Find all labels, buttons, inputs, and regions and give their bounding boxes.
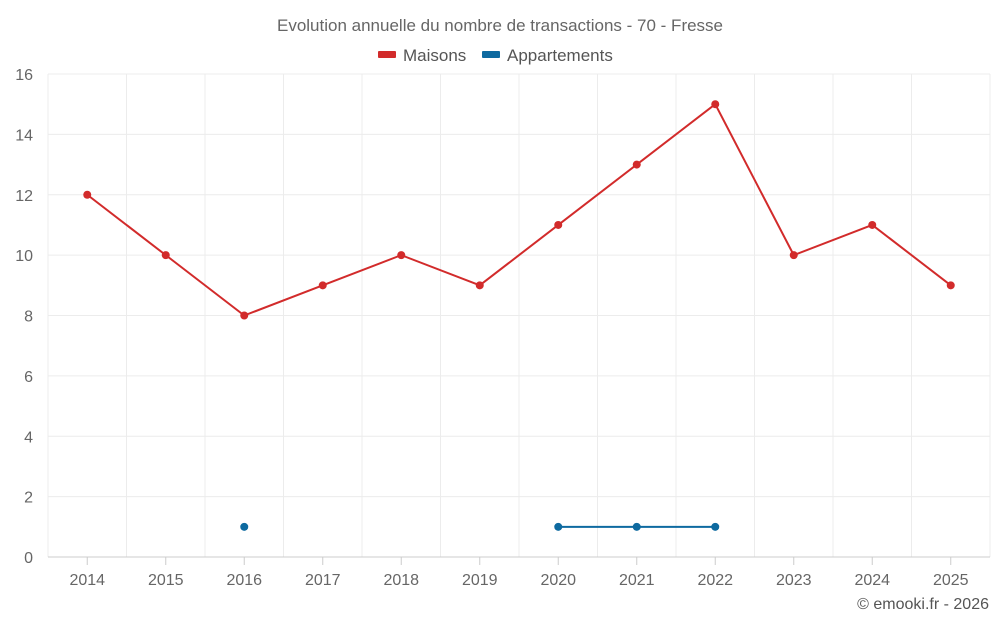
series-maisons [83, 100, 955, 320]
x-tick-label: 2018 [383, 572, 419, 589]
y-tick-label: 10 [15, 248, 33, 265]
x-tick-label: 2022 [697, 572, 733, 589]
data-point-maisons[interactable] [240, 311, 249, 320]
y-axis: 0 2 4 6 8 10 12 14 16 [15, 67, 33, 567]
legend: Maisons Appartements [378, 46, 613, 65]
y-tick-label: 6 [24, 369, 33, 386]
legend-swatch-appartements [482, 51, 500, 58]
series-appartements [240, 522, 720, 531]
x-axis: 2014 2015 2016 2017 2018 2019 2020 2021 2022 2023… [48, 556, 990, 589]
x-tick-label: 2021 [619, 572, 655, 589]
legend-item-appartements[interactable]: Appartements [482, 46, 613, 65]
chart-title: Evolution annuelle du nombre de transact… [277, 16, 723, 35]
legend-item-maisons[interactable]: Maisons [378, 46, 466, 65]
data-point-maisons[interactable] [868, 220, 877, 229]
legend-label-appartements: Appartements [507, 46, 613, 65]
y-tick-label: 8 [24, 309, 33, 326]
x-tick-label: 2023 [776, 572, 812, 589]
data-point-appartements[interactable] [554, 522, 563, 531]
data-point-maisons[interactable] [711, 100, 720, 109]
y-tick-label: 0 [24, 550, 33, 567]
legend-swatch-maisons [378, 51, 396, 58]
y-tick-label: 16 [15, 67, 33, 84]
x-tick-label: 2020 [540, 572, 576, 589]
y-tick-label: 2 [24, 490, 33, 507]
data-point-maisons[interactable] [475, 281, 484, 290]
data-point-maisons[interactable] [161, 251, 170, 260]
data-point-appartements[interactable] [632, 522, 641, 531]
data-point-maisons[interactable] [318, 281, 327, 290]
data-point-maisons[interactable] [946, 281, 955, 290]
y-tick-label: 12 [15, 188, 33, 205]
data-point-maisons[interactable] [83, 190, 92, 199]
data-point-appartements[interactable] [240, 522, 249, 531]
x-tick-label: 2024 [854, 572, 890, 589]
grid [47, 73, 991, 557]
series-line-maisons [86, 103, 952, 317]
x-tick-label: 2016 [226, 572, 262, 589]
x-tick-label: 2017 [305, 572, 341, 589]
credit-text: © emooki.fr - 2026 [857, 596, 989, 613]
data-point-maisons[interactable] [789, 251, 798, 260]
data-point-maisons[interactable] [632, 160, 641, 169]
x-tick-label: 2025 [933, 572, 969, 589]
x-tick-label: 2015 [148, 572, 184, 589]
y-tick-label: 4 [24, 429, 33, 446]
data-point-appartements[interactable] [711, 522, 720, 531]
plot-area [83, 100, 955, 531]
x-tick-label: 2019 [462, 572, 498, 589]
y-tick-label: 14 [15, 127, 33, 144]
data-point-maisons[interactable] [554, 220, 563, 229]
legend-label-maisons: Maisons [403, 46, 466, 65]
x-tick-label: 2014 [69, 572, 105, 589]
data-point-maisons[interactable] [397, 251, 406, 260]
